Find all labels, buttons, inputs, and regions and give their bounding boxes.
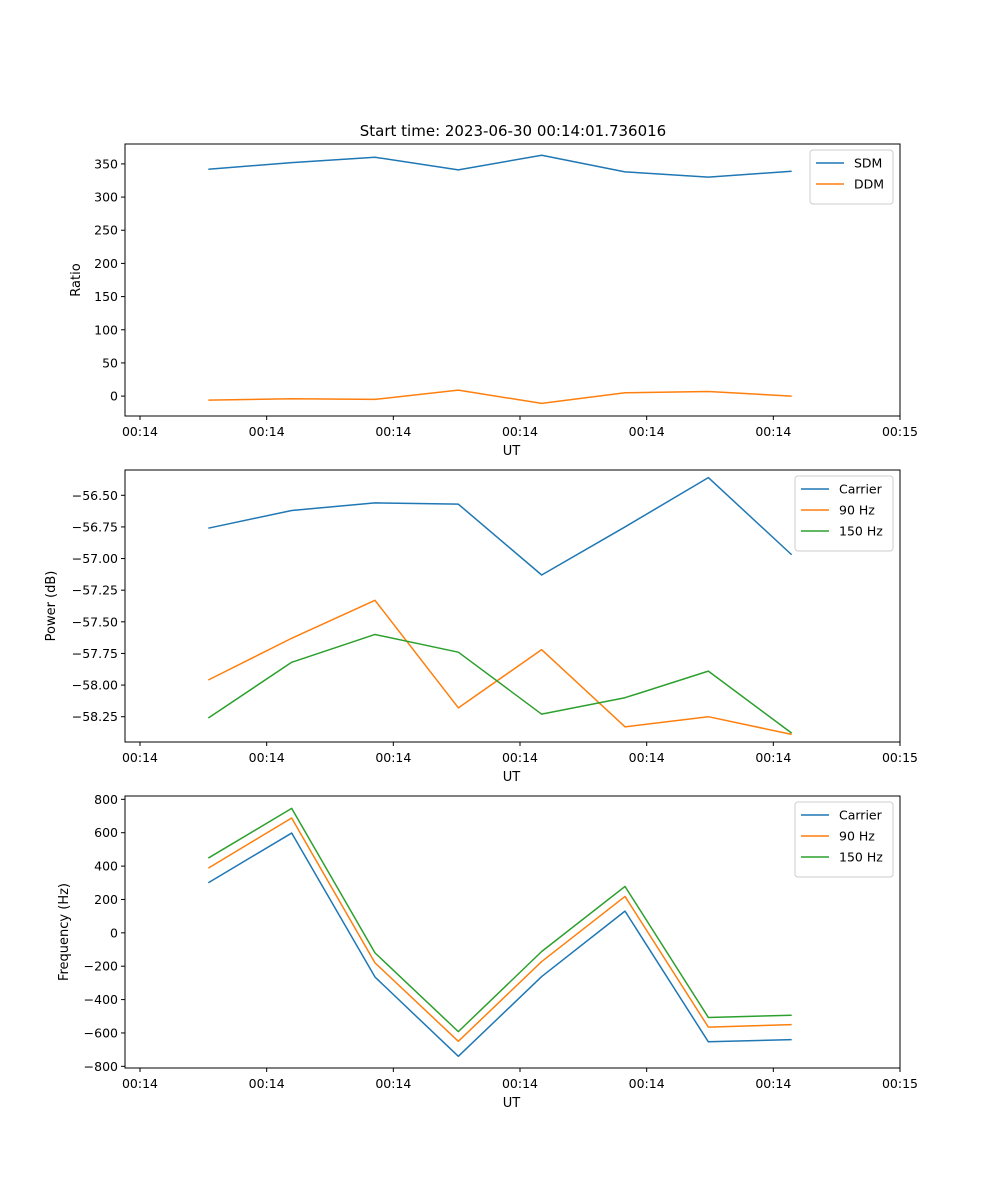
axes-frame	[124, 143, 901, 417]
x-tick-label: 00:14	[755, 750, 791, 765]
chart-panel-2: 00:14 00:14 00:14 00:14 00:14 00:14 00:15 −58.2…	[44, 469, 918, 785]
legend-label: 90 Hz	[839, 829, 875, 844]
x-tick-label: 00:15	[882, 1076, 918, 1091]
x-axis-label: UT	[503, 1096, 521, 1111]
y-tick-label: −57.50	[72, 614, 118, 629]
series-line-carrier	[207, 832, 792, 1058]
y-axis-label: Frequency (Hz)	[57, 883, 72, 981]
legend: Carrier 90 Hz 150 Hz	[794, 475, 894, 552]
x-tick-label: 00:14	[122, 750, 158, 765]
y-tick-label: 150	[94, 289, 118, 304]
series-line-ddm	[208, 389, 792, 405]
legend-label: DDM	[854, 177, 884, 192]
y-tick-label: 250	[94, 223, 118, 238]
y-tick-label: −58.00	[72, 678, 118, 693]
y-tick-label: −57.25	[72, 583, 118, 598]
x-axis-label: UT	[503, 444, 521, 459]
axes-frame	[124, 795, 901, 1069]
legend-label: 150 Hz	[839, 524, 883, 539]
chart-panel-1: 00:14 00:14 00:14 00:14 00:14 00:14 00:15 0 50 10…	[69, 143, 918, 459]
y-tick-label: −400	[84, 992, 118, 1007]
x-tick-label: 00:14	[502, 1076, 538, 1091]
y-tick-label: 600	[94, 825, 118, 840]
series-line-150-hz	[207, 633, 793, 734]
y-tick-label: −200	[84, 959, 118, 974]
chart-panel-3: 00:14 00:14 00:14 00:14 00:14 00:14 00:15 −800 −…	[57, 792, 918, 1111]
y-tick-label: −56.75	[72, 519, 118, 534]
y-tick-label: 0	[110, 925, 118, 940]
x-tick-label: 00:15	[882, 424, 918, 439]
legend-label: 90 Hz	[839, 503, 875, 518]
y-tick-label: 50	[102, 355, 118, 370]
legend-label: 150 Hz	[839, 850, 883, 865]
y-tick-label: 200	[94, 256, 118, 271]
x-tick-label: 00:14	[629, 424, 665, 439]
legend: Carrier 90 Hz 150 Hz	[794, 801, 894, 878]
legend-frame	[794, 475, 894, 552]
x-tick-label: 00:14	[375, 1076, 411, 1091]
series-line-90-hz	[207, 817, 792, 1043]
x-tick-label: 00:14	[122, 424, 158, 439]
y-tick-label: −58.25	[72, 709, 118, 724]
x-tick-label: 00:14	[755, 1076, 791, 1091]
y-tick-label: 350	[94, 156, 118, 171]
y-axis-label: Ratio	[69, 263, 84, 296]
y-tick-label: −800	[84, 1059, 118, 1074]
series-line-carrier	[208, 476, 793, 576]
y-tick-label: 200	[94, 892, 118, 907]
y-tick-label: 800	[94, 792, 118, 807]
legend: SDM DDM	[809, 149, 894, 205]
series-line-90-hz	[207, 599, 792, 736]
x-tick-label: 00:14	[249, 750, 285, 765]
series-line-sdm	[208, 154, 792, 178]
figure-title: Start time: 2023-06-30 00:14:01.736016	[360, 122, 666, 140]
x-tick-label: 00:14	[249, 424, 285, 439]
y-tick-label: 400	[94, 859, 118, 874]
x-tick-label: 00:14	[502, 750, 538, 765]
x-tick-label: 00:14	[375, 750, 411, 765]
y-tick-label: −57.00	[72, 551, 118, 566]
y-tick-label: 300	[94, 190, 118, 205]
legend-label: SDM	[854, 156, 882, 171]
y-tick-label: 0	[110, 389, 118, 404]
x-tick-label: 00:14	[629, 1076, 665, 1091]
y-tick-label: −600	[84, 1025, 118, 1040]
y-tick-label: −56.50	[72, 488, 118, 503]
y-tick-label: 100	[94, 322, 118, 337]
legend-label: Carrier	[839, 808, 883, 823]
axes-frame	[124, 469, 901, 743]
x-tick-label: 00:14	[629, 750, 665, 765]
x-tick-label: 00:14	[122, 1076, 158, 1091]
legend-frame	[794, 801, 894, 878]
x-tick-label: 00:14	[375, 424, 411, 439]
x-tick-label: 00:14	[755, 424, 791, 439]
x-tick-label: 00:15	[882, 750, 918, 765]
y-tick-label: −57.75	[72, 646, 118, 661]
x-axis-label: UT	[503, 770, 521, 785]
x-tick-label: 00:14	[249, 1076, 285, 1091]
series-line-150-hz	[207, 807, 792, 1033]
x-tick-label: 00:14	[502, 424, 538, 439]
legend-label: Carrier	[839, 482, 883, 497]
y-axis-label: Power (dB)	[44, 571, 59, 642]
